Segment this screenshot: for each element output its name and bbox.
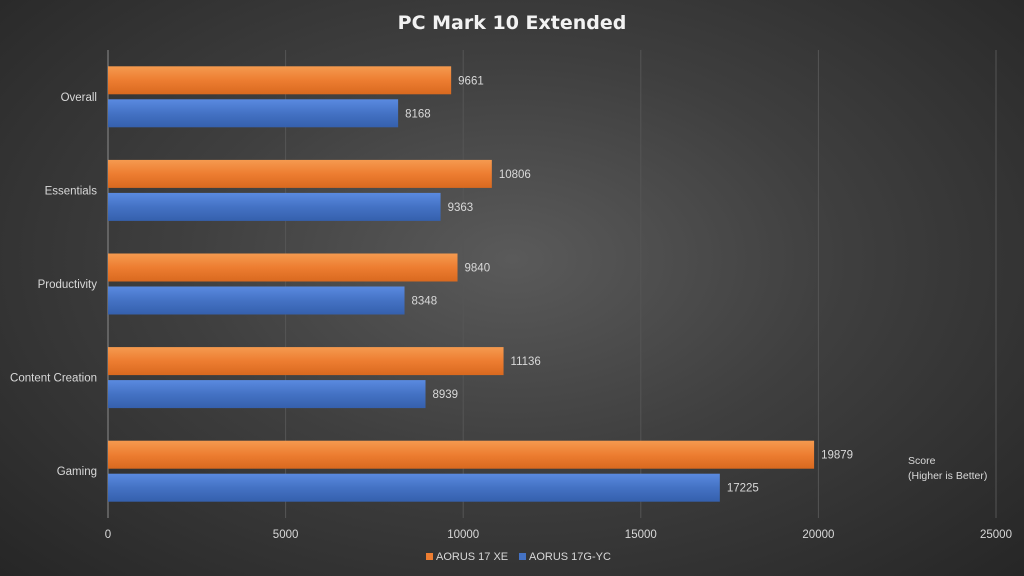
data-label: 19879 — [821, 450, 853, 462]
legend-swatch — [426, 553, 433, 560]
data-label: 8939 — [433, 389, 459, 401]
bar — [108, 286, 405, 315]
axis-note: Score (Higher is Better) — [908, 455, 987, 482]
category-label: Productivity — [38, 279, 98, 291]
bar — [108, 66, 452, 95]
category-label: Gaming — [57, 466, 97, 478]
category-label: Content Creation — [10, 373, 97, 385]
legend-label: AORUS 17 XE — [436, 551, 508, 563]
data-labels: 9661 8168 10806 9363 9840 8348 11136 8939 19879 1… — [405, 75, 853, 494]
x-tick-label: 20000 — [802, 529, 834, 541]
category-label: Overall — [61, 92, 97, 104]
gridlines — [107, 50, 997, 518]
legend-label: AORUS 17G-YC — [529, 551, 611, 563]
data-label: 8168 — [405, 108, 431, 120]
bar — [108, 99, 399, 128]
x-tick-label: 0 — [105, 529, 111, 541]
x-tick-label: 5000 — [273, 529, 299, 541]
x-tick-labels: 0 5000 10000 15000 20000 25000 — [105, 529, 1012, 541]
bar — [108, 159, 492, 188]
data-label: 17225 — [727, 483, 759, 495]
data-label: 10806 — [499, 169, 531, 181]
data-label: 9840 — [465, 263, 491, 275]
bars — [108, 66, 815, 502]
category-labels: Overall Essentials Productivity Content Cre… — [10, 92, 97, 478]
data-label: 8348 — [412, 296, 438, 308]
category-label: Essentials — [45, 185, 98, 197]
data-label: 9661 — [458, 75, 484, 87]
bar — [108, 347, 504, 376]
x-tick-label: 10000 — [447, 529, 479, 541]
axis-note-line-1: Score — [908, 455, 936, 467]
bar — [108, 192, 441, 221]
data-label: 11136 — [511, 356, 541, 368]
legend-swatch — [519, 553, 526, 560]
bar — [108, 440, 815, 469]
bar — [108, 253, 458, 282]
bar — [108, 473, 720, 502]
x-tick-label: 15000 — [625, 529, 657, 541]
bar — [108, 380, 426, 409]
legend: AORUS 17 XE AORUS 17G-YC — [426, 551, 611, 563]
x-tick-label: 25000 — [980, 529, 1012, 541]
axis-note-line-2: (Higher is Better) — [908, 470, 987, 482]
data-label: 9363 — [448, 202, 474, 214]
chart-title: PC Mark 10 Extended — [398, 12, 627, 34]
